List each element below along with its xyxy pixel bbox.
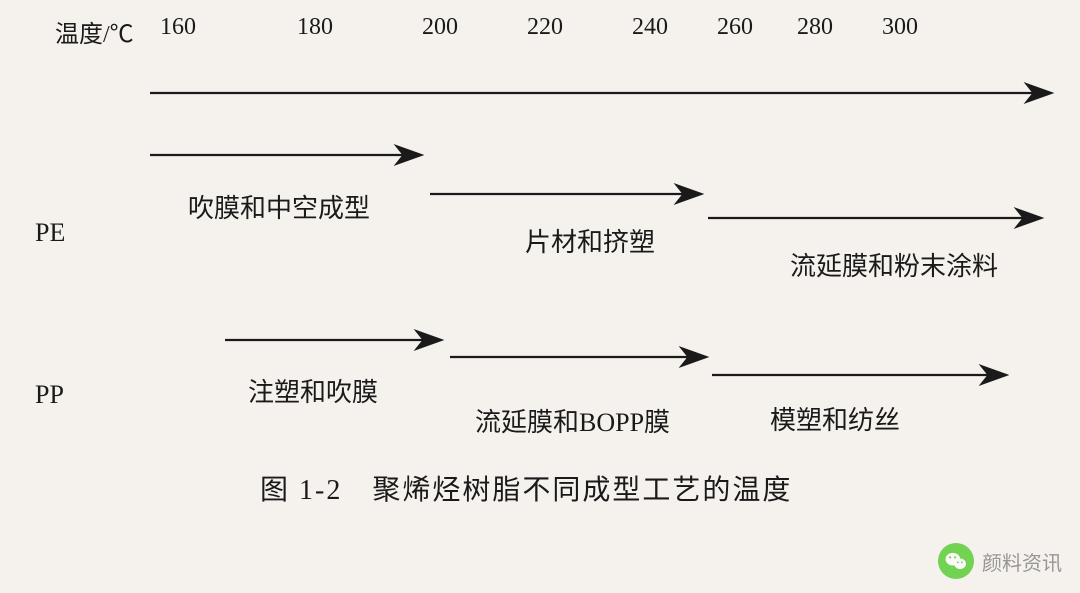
material-label: PE: [35, 218, 65, 248]
process-label: 吹膜和中空成型: [188, 188, 370, 225]
chart-container: 温度/℃ 160180200220240260280300 PE吹膜和中空成型片…: [0, 0, 1080, 593]
watermark: 颜料资讯: [938, 543, 1062, 579]
process-label: 流延膜和粉末涂料: [790, 246, 998, 283]
process-label: 模塑和纺丝: [770, 400, 900, 437]
process-label: 注塑和吹膜: [248, 372, 378, 409]
material-label: PP: [35, 380, 64, 410]
wechat-icon: [938, 543, 974, 579]
main-axis-arrow: [0, 0, 1080, 120]
process-label: 片材和挤塑: [525, 222, 655, 259]
process-label: 流延膜和BOPP膜: [475, 402, 670, 439]
figure-caption: 图 1-2 聚烯烃树脂不同成型工艺的温度: [260, 468, 792, 508]
watermark-text: 颜料资讯: [982, 547, 1062, 576]
